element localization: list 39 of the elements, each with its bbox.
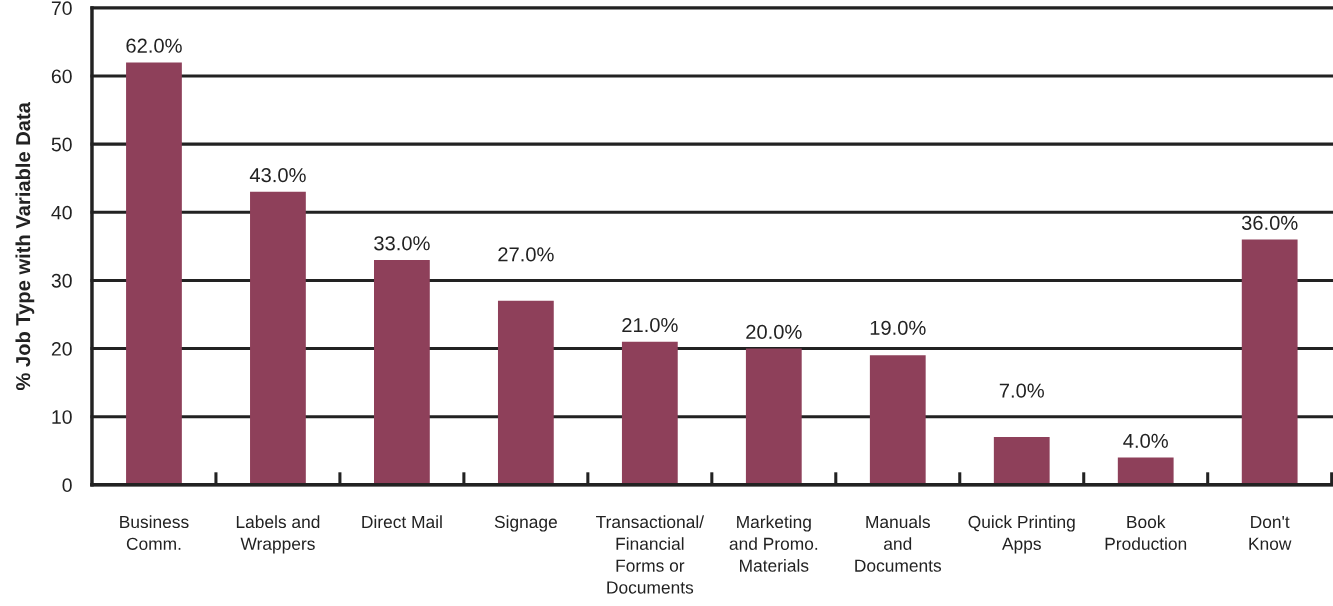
data-label: 21.0% [622,317,678,333]
x-tick-label: Manuals and Documents [855,515,942,572]
bar [993,437,1050,485]
y-axis-title: % Job Type with Variable Data [15,102,35,391]
x-tick-label: Signage [494,515,557,532]
bar [126,62,182,485]
y-tick-label: 30 [51,273,72,288]
data-label: 62.0% [126,38,182,53]
x-tick-label: Marketing and Promo. Materials [729,515,818,572]
x-tick-label: Direct Mail [362,515,442,529]
data-label: 19.0% [870,320,926,335]
data-label: 33.0% [374,236,430,251]
y-tick-label: 50 [51,137,72,152]
bar [250,191,306,485]
data-label: 4.0% [1123,433,1168,449]
y-tick-label: 40 [51,205,72,220]
x-tick-label: Labels and Wrappers [236,515,320,554]
bar [374,259,430,485]
bar [745,348,802,485]
data-label: 36.0% [1241,215,1298,230]
bar [621,341,678,485]
y-tick-label: 10 [52,410,72,424]
x-tick-label: Transactional/ Financial Forms or Documents [596,515,705,594]
bar [497,300,554,485]
bar [1241,239,1298,485]
data-label: 43.0% [249,168,306,183]
y-tick-label: 20 [51,342,72,356]
x-tick-label: Quick Printing Apps [968,515,1075,554]
y-tick-label: 70 [51,1,72,16]
data-label: 7.0% [999,383,1044,398]
x-tick-label: Business Comm. [120,515,189,550]
x-tick-label: Don't Know [1249,515,1292,550]
data-label: 27.0% [498,247,554,262]
y-tick-label: 0 [62,478,72,493]
data-label: 20.0% [746,324,802,339]
bar [869,355,926,485]
bar [1117,457,1174,485]
y-tick-label: 60 [51,69,72,84]
x-tick-label: Book Production [1105,515,1187,550]
